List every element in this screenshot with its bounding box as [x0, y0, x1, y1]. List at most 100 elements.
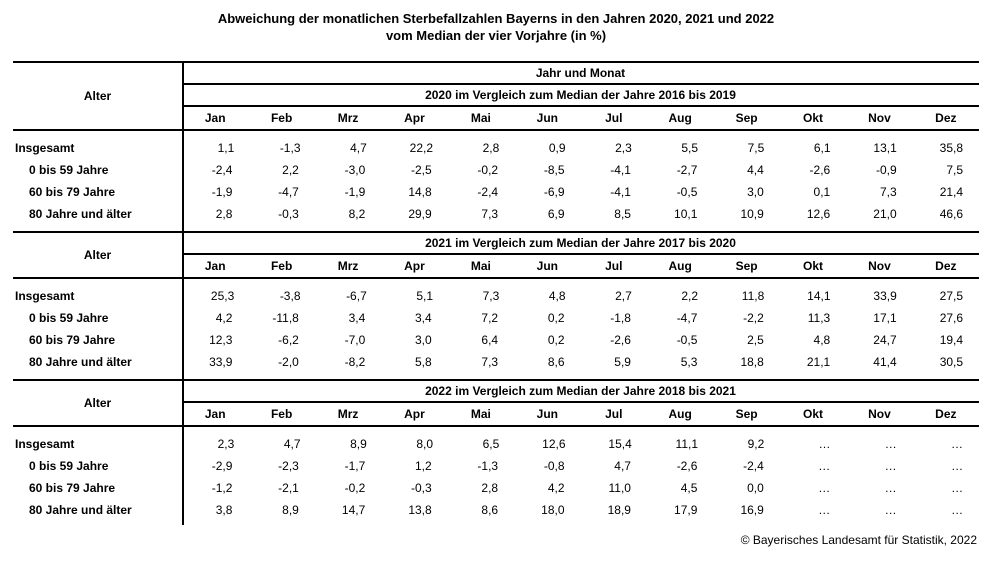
value-cell: -2,1 [278, 481, 299, 495]
month-header: Nov [868, 259, 891, 273]
value-cell: 7,3 [481, 207, 499, 221]
value-cell: -2,4 [211, 163, 233, 177]
section-2022-header-rows: 2022 im Vergleich zum Median der Jahre 2… [182, 381, 979, 425]
value-cell: 8,6 [547, 355, 565, 369]
value-cell: -0,5 [676, 333, 698, 347]
value-cell: -1,2 [211, 481, 233, 495]
data-rows-2022: Insgesamt 2,3 4,7 8,9 8,0 6,5 12,6 15,4 11,1 9,2 …… [13, 427, 979, 525]
section-2021: Alter 2021 im Vergleich zum Median der J… [13, 233, 979, 381]
month-header-row: Jan Feb Mrz Apr Mai Jun Jul Aug Sep Okt Nov Dez [182, 255, 979, 277]
value-cell: 11,0 [608, 481, 631, 495]
value-cell: 10,9 [740, 207, 764, 221]
value-cell: … [818, 459, 831, 473]
table-row: 0 bis 59 Jahre -2,9 -2,3 -1,7 1,2 -1,3 -0,8 4,7… [13, 455, 979, 477]
value-cell: 12,3 [209, 333, 233, 347]
month-header: Jul [605, 407, 623, 421]
row-values: 3,8 8,9 14,7 13,8 8,6 18,0 18,9 17,9 16,9……… [182, 503, 979, 517]
age-column-header: Alter [83, 89, 112, 103]
page: Abweichung der monatlichen Sterbefallzah… [13, 0, 979, 547]
value-cell: 29,9 [408, 207, 432, 221]
value-cell: -7,0 [344, 333, 366, 347]
value-cell: 5,8 [415, 355, 432, 369]
age-column-header: Alter [83, 248, 112, 262]
table-row: 80 Jahre und älter 33,9 -2,0 -8,2 5,8 7,3 8,6 5… [13, 351, 979, 373]
value-cell: 4,7 [350, 141, 367, 155]
section-2022: Alter 2022 im Vergleich zum Median der J… [13, 381, 979, 525]
value-cell: -0,2 [344, 481, 366, 495]
month-header: Aug [668, 111, 692, 125]
value-cell: -2,4 [477, 185, 499, 199]
row-label: 0 bis 59 Jahre [29, 459, 109, 473]
month-header: Aug [668, 407, 692, 421]
value-cell: … [951, 459, 964, 473]
value-cell: 7,5 [946, 163, 964, 177]
value-cell: 41,4 [873, 355, 897, 369]
section-2021-header-rows: 2021 im Vergleich zum Median der Jahre 2… [182, 233, 979, 277]
month-header-row: Jan Feb Mrz Apr Mai Jun Jul Aug Sep Okt Nov Dez [182, 107, 979, 129]
value-cell: 5,1 [416, 289, 433, 303]
row-values: -1,2 -2,1 -0,2 -0,3 2,8 4,2 11,0 4,5 0,0……… [182, 481, 979, 495]
value-cell: 18,8 [740, 355, 764, 369]
table-row: 80 Jahre und älter 2,8 -0,3 8,2 29,9 7,3 6,9 8,… [13, 203, 979, 225]
value-cell: 13,8 [408, 503, 432, 517]
value-cell: -2,9 [211, 459, 233, 473]
value-cell: 4,8 [813, 333, 831, 347]
value-cell: 11,8 [741, 289, 765, 303]
month-header: Dez [935, 111, 957, 125]
value-cell: -4,1 [610, 163, 631, 177]
value-cell: -2,5 [411, 163, 432, 177]
value-cell: -2,4 [743, 459, 764, 473]
column-divider [182, 381, 184, 525]
value-cell: -1,9 [211, 185, 233, 199]
row-label: 60 bis 79 Jahre [29, 481, 116, 495]
row-label: Insgesamt [15, 141, 75, 155]
column-divider [182, 63, 184, 231]
month-header: Mrz [337, 111, 359, 125]
value-cell: 18,9 [607, 503, 631, 517]
value-cell: 2,8 [481, 481, 499, 495]
value-cell: 21,1 [806, 355, 831, 369]
month-header: Jun [536, 111, 558, 125]
value-cell: 21,4 [939, 185, 964, 199]
month-header: Mai [470, 111, 491, 125]
value-cell: 3,8 [215, 503, 233, 517]
value-cell: 7,3 [879, 185, 897, 199]
value-cell: 3,4 [348, 311, 366, 325]
title-line-1: Abweichung der monatlichen Sterbefallzah… [217, 11, 775, 26]
value-cell: 18,0 [541, 503, 565, 517]
value-cell: -0,3 [278, 207, 299, 221]
value-cell: 11,3 [807, 311, 831, 325]
month-header: Mai [470, 407, 491, 421]
month-header: Jan [204, 111, 226, 125]
month-header: Jul [605, 111, 623, 125]
value-cell: 30,5 [939, 355, 964, 369]
value-cell: 1,1 [217, 141, 235, 155]
table-row: 60 bis 79 Jahre -1,2 -2,1 -0,2 -0,3 2,8 4,2 11,… [13, 477, 979, 499]
value-cell: 2,2 [282, 163, 299, 177]
value-cell: -2,2 [743, 311, 764, 325]
value-cell: 6,9 [547, 207, 565, 221]
value-cell: 6,5 [482, 437, 500, 451]
value-cell: -0,2 [477, 163, 499, 177]
row-values: 2,3 4,7 8,9 8,0 6,5 12,6 15,4 11,1 9,2……… [184, 437, 979, 451]
value-cell: 0,2 [547, 333, 565, 347]
value-cell: 2,5 [747, 333, 764, 347]
value-cell: 4,4 [747, 163, 764, 177]
value-cell: … [818, 481, 831, 495]
title-line-2: vom Median der vier Vorjahre (in %) [385, 28, 607, 43]
value-cell: -0,8 [543, 459, 565, 473]
value-cell: 15,4 [608, 437, 632, 451]
table-row: Insgesamt 2,3 4,7 8,9 8,0 6,5 12,6 15,4 11,1 9,2 …… [13, 433, 979, 455]
row-values: -2,9 -2,3 -1,7 1,2 -1,3 -0,8 4,7 -2,6 -2,4……… [182, 459, 979, 473]
month-header: Jul [605, 259, 623, 273]
value-cell: 10,1 [674, 207, 698, 221]
month-header: Jan [204, 259, 226, 273]
value-cell: 7,2 [481, 311, 499, 325]
row-label: 80 Jahre und älter [29, 207, 132, 221]
value-cell: 5,3 [680, 355, 698, 369]
value-cell: … [884, 437, 897, 451]
value-cell: 3,0 [747, 185, 764, 199]
month-header: Apr [404, 111, 425, 125]
value-cell: … [951, 481, 964, 495]
value-cell: 9,2 [747, 437, 765, 451]
